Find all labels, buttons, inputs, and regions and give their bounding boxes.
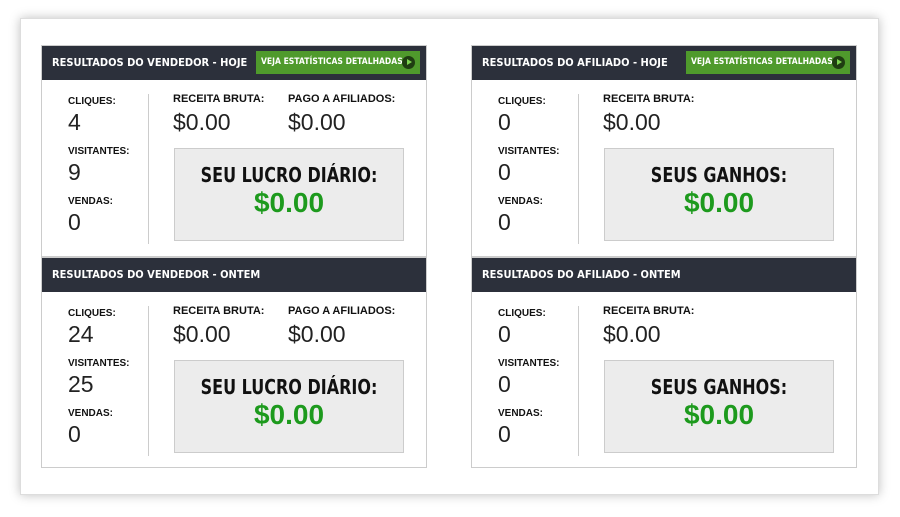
stat-value: 0 [498,421,511,447]
stat-value: 0 [68,209,81,235]
revenue-label: PAGO A AFILIADOS: [288,93,396,105]
profit-box: SEU LUCRO DIÁRIO: $0.00 [174,148,404,241]
dashboard-card: RESULTADOS DO VENDEDOR - HOJE VEJA ESTATÍ… [20,18,879,495]
profit-label: SEUS GANHOS: [650,375,788,399]
stat-value: 25 [68,371,94,397]
details-button[interactable]: VEJA ESTATÍSTICAS DETALHADAS [686,51,850,74]
stat-label: CLIQUES: [68,308,116,319]
revenue-label: PAGO A AFILIADOS: [288,305,396,317]
stat-label: VISITANTES: [68,146,130,157]
divider [578,94,579,244]
panel-title: RESULTADOS DO AFILIADO - HOJE [482,56,668,69]
revenue-value: $0.00 [173,321,231,347]
stat-label: VENDAS: [68,408,114,419]
button-label: VEJA ESTATÍSTICAS DETALHADAS [261,57,403,67]
profit-label: SEU LUCRO DIÁRIO: [200,163,378,187]
results-panel: RESULTADOS DO AFILIADO - ONTEM CLIQUES: 0 V… [471,257,857,468]
panel-header: RESULTADOS DO VENDEDOR - HOJE VEJA ESTATÍ… [42,46,426,80]
stat-value: 0 [498,159,511,185]
revenue-label: RECEITA BRUTA: [603,93,695,105]
profit-value: $0.00 [253,399,325,430]
profit-value: $0.00 [253,187,325,218]
stat-value: 24 [68,321,94,347]
stat-value: 9 [68,159,81,185]
profit-box: SEUS GANHOS: $0.00 [604,148,834,241]
revenue-value: $0.00 [288,109,346,135]
revenue-value: $0.00 [603,109,661,135]
results-panel: RESULTADOS DO AFILIADO - HOJE VEJA ESTATÍ… [471,45,857,257]
details-button[interactable]: VEJA ESTATÍSTICAS DETALHADAS [256,51,420,74]
panel-title: RESULTADOS DO VENDEDOR - ONTEM [52,268,261,281]
stat-label: VISITANTES: [498,146,560,157]
play-icon [832,56,845,69]
profit-box: SEU LUCRO DIÁRIO: $0.00 [174,360,404,453]
stat-value: 0 [68,421,81,447]
stat-label: CLIQUES: [498,96,546,107]
button-label: VEJA ESTATÍSTICAS DETALHADAS [691,57,833,67]
profit-value: $0.00 [683,399,755,430]
profit-value: $0.00 [683,187,755,218]
play-icon [402,56,415,69]
divider [148,94,149,244]
stat-label: VISITANTES: [68,358,130,369]
stat-value: 0 [498,209,511,235]
divider [578,306,579,456]
stat-label: VISITANTES: [498,358,560,369]
panel-title: RESULTADOS DO VENDEDOR - HOJE [52,56,248,69]
profit-label: SEUS GANHOS: [650,163,788,187]
profit-box: SEUS GANHOS: $0.00 [604,360,834,453]
revenue-value: $0.00 [173,109,231,135]
stat-label: VENDAS: [498,408,544,419]
results-panel: RESULTADOS DO VENDEDOR - ONTEM CLIQUES: 24… [41,257,427,468]
panel-header: RESULTADOS DO VENDEDOR - ONTEM [42,258,426,292]
revenue-label: RECEITA BRUTA: [173,93,265,105]
panel-header: RESULTADOS DO AFILIADO - ONTEM [472,258,856,292]
stat-value: 0 [498,321,511,347]
panel-header: RESULTADOS DO AFILIADO - HOJE VEJA ESTATÍ… [472,46,856,80]
revenue-label: RECEITA BRUTA: [603,305,695,317]
stat-label: VENDAS: [498,196,544,207]
stat-label: CLIQUES: [68,96,116,107]
profit-label: SEU LUCRO DIÁRIO: [200,375,378,399]
panel-title: RESULTADOS DO AFILIADO - ONTEM [482,268,681,281]
revenue-label: RECEITA BRUTA: [173,305,265,317]
stat-value: 4 [68,109,81,135]
stat-value: 0 [498,371,511,397]
stat-value: 0 [498,109,511,135]
divider [148,306,149,456]
revenue-value: $0.00 [603,321,661,347]
results-panel: RESULTADOS DO VENDEDOR - HOJE VEJA ESTATÍ… [41,45,427,257]
revenue-value: $0.00 [288,321,346,347]
stat-label: VENDAS: [68,196,114,207]
stat-label: CLIQUES: [498,308,546,319]
